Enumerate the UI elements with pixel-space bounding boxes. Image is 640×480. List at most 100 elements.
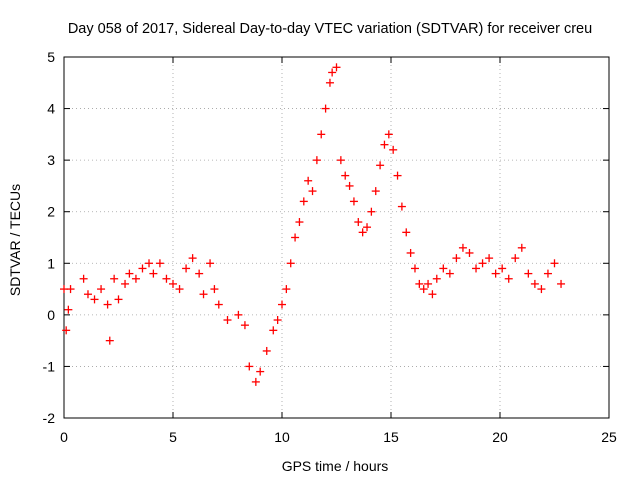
data-point <box>125 269 134 278</box>
data-point <box>336 156 345 165</box>
data-point <box>105 336 114 345</box>
data-point <box>299 197 308 206</box>
data-point <box>262 346 271 355</box>
data-point <box>550 259 559 268</box>
data-point <box>295 218 304 227</box>
data-point <box>110 274 119 283</box>
data-point <box>206 259 215 268</box>
data-point <box>317 130 326 139</box>
data-point <box>341 171 350 180</box>
data-point <box>424 279 433 288</box>
y-tick-label: -1 <box>43 358 56 374</box>
data-point <box>389 145 398 154</box>
data-point <box>291 233 300 242</box>
data-point <box>358 228 367 237</box>
data-point <box>537 285 546 294</box>
y-tick-label: -2 <box>43 410 56 426</box>
data-point <box>62 326 71 335</box>
data-point <box>155 259 164 268</box>
data-point <box>504 274 513 283</box>
data-point <box>498 264 507 273</box>
data-point <box>349 197 358 206</box>
data-point <box>384 130 393 139</box>
axis-ticks: 0 5 10 15 20 25 -2 -1 0 1 2 3 4 5 <box>43 49 617 445</box>
y-tick-label: 5 <box>47 49 55 65</box>
data-point <box>256 367 265 376</box>
data-point <box>524 269 533 278</box>
data-point <box>131 274 140 283</box>
y-tick-label: 4 <box>47 101 55 117</box>
data-point <box>282 285 291 294</box>
data-point <box>321 104 330 113</box>
data-point <box>452 254 461 263</box>
data-point <box>406 248 415 257</box>
y-tick-label: 3 <box>47 152 55 168</box>
data-point <box>432 274 441 283</box>
data-point <box>354 218 363 227</box>
data-point <box>145 259 154 268</box>
data-point <box>530 279 539 288</box>
data-point <box>97 285 106 294</box>
data-point <box>376 161 385 170</box>
x-tick-label: 5 <box>169 429 177 445</box>
data-point <box>439 264 448 273</box>
data-point <box>332 63 341 72</box>
data-point <box>312 156 321 165</box>
data-point <box>325 78 334 87</box>
data-point <box>428 290 437 299</box>
data-point <box>195 269 204 278</box>
data-point <box>278 300 286 309</box>
data-point <box>223 316 232 325</box>
data-point <box>458 243 467 252</box>
x-tick-label: 10 <box>274 429 290 445</box>
chart-title: Day 058 of 2017, Sidereal Day-to-day VTE… <box>68 21 592 37</box>
data-point <box>308 187 317 196</box>
data-point <box>491 269 500 278</box>
data-point <box>345 181 354 190</box>
data-point <box>511 254 520 263</box>
data-point <box>83 290 92 299</box>
data-point <box>402 228 411 237</box>
data-point <box>472 264 481 273</box>
x-axis-label: GPS time / hours <box>282 458 389 474</box>
data-point <box>138 264 147 273</box>
y-axis-label: SDTVAR / TECUs <box>7 184 23 296</box>
data-point <box>121 279 130 288</box>
plot-frame <box>63 56 610 419</box>
y-tick-label: 1 <box>47 255 55 271</box>
data-point <box>419 285 428 294</box>
data-point <box>363 223 372 232</box>
data-point <box>286 259 295 268</box>
data-point <box>169 279 177 288</box>
data-point <box>182 264 191 273</box>
grid-lines <box>64 57 609 418</box>
data-point <box>557 279 566 288</box>
data-point <box>245 362 254 371</box>
data-point <box>66 285 75 294</box>
y-tick-label: 2 <box>47 204 55 220</box>
data-point <box>304 176 313 185</box>
data-point <box>234 310 243 319</box>
x-tick-label: 0 <box>60 429 68 445</box>
data-point <box>240 321 249 330</box>
data-point <box>162 274 171 283</box>
data-point <box>188 254 197 263</box>
data-point <box>328 68 337 77</box>
data-point <box>371 187 380 196</box>
data-point <box>90 295 99 304</box>
data-point <box>64 305 73 314</box>
data-point <box>410 264 419 273</box>
data-point <box>103 300 112 309</box>
data-point <box>397 202 406 211</box>
y-tick-label: 0 <box>47 307 55 323</box>
data-point <box>367 207 376 216</box>
data-point <box>393 171 402 180</box>
data-point <box>445 269 454 278</box>
x-tick-label: 15 <box>383 429 399 445</box>
data-point <box>415 279 424 288</box>
data-point <box>380 140 389 149</box>
data-point <box>210 285 219 294</box>
data-point <box>465 248 474 257</box>
data-point <box>543 269 552 278</box>
